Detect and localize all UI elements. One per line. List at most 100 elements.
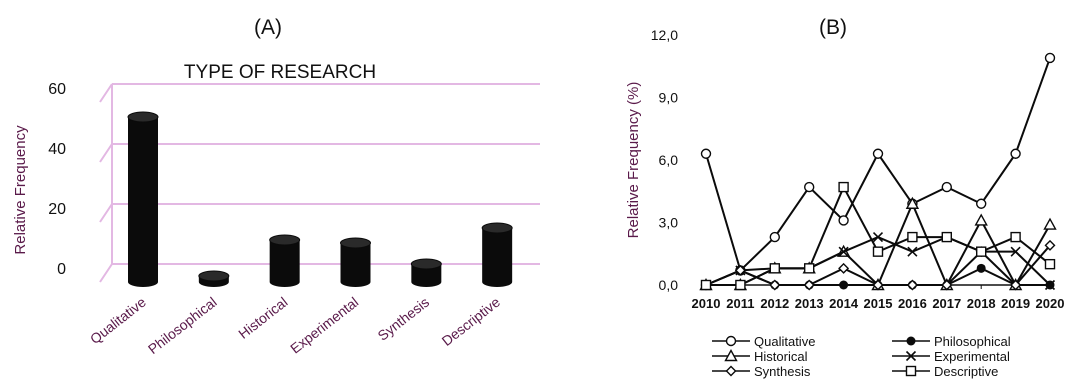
point-triangle (724, 349, 738, 362)
legend-label: Philosophical (934, 334, 1011, 349)
point-square (907, 231, 918, 243)
bar-body (482, 228, 513, 287)
bar-descriptive (481, 222, 513, 287)
legend-label: Synthesis (754, 364, 811, 379)
chart-a-title: TYPE OF RESEARCH (184, 62, 376, 83)
x-tick-label: 2012 (760, 296, 789, 311)
point-square (769, 263, 781, 274)
bar-top (410, 258, 442, 270)
point-diamond (734, 264, 746, 276)
bar-body (128, 117, 158, 287)
point-x (872, 232, 884, 243)
chart-a-y-axis-label: Relative Frequency (12, 125, 29, 255)
panel-b-label: (B) (819, 16, 847, 39)
point-circle-open (1010, 148, 1021, 159)
point-circle-filled (839, 280, 849, 290)
x-tick-label: 2014 (829, 296, 859, 311)
x-tick-label: Experimental (287, 294, 361, 357)
panel-a-label: (A) (254, 16, 282, 39)
y-tick-label: 0 (57, 261, 66, 278)
x-tick-label: 2011 (726, 296, 754, 311)
point-diamond (1044, 239, 1056, 251)
bar-body (340, 243, 371, 287)
legend-label: Qualitative (754, 334, 815, 349)
bar-synthesis (410, 258, 442, 287)
gridline-diagonal (99, 203, 113, 223)
point-diamond (769, 279, 781, 291)
y-tick-label: 0,0 (659, 277, 679, 293)
line-chart-relative-frequency: (B) Relative Frequency (%) 0,0 3,0 6,0 9,0 12,… (625, 16, 1065, 379)
series-line-qualitative (705, 57, 1051, 273)
bar-experimental (340, 237, 371, 287)
x-tick-label: 2017 (932, 296, 961, 311)
point-square (976, 246, 987, 257)
point-circle-open (1044, 52, 1056, 64)
bar-top (198, 270, 230, 282)
x-tick-label: 2019 (1001, 296, 1030, 311)
point-diamond (1010, 279, 1022, 291)
x-tick-label: Descriptive (439, 294, 504, 349)
legend-item-qualitative: Qualitative (712, 334, 815, 349)
point-circle-open (941, 181, 952, 193)
point-circle-open (804, 181, 815, 193)
x-tick-label: 2013 (795, 296, 824, 311)
point-diamond (725, 365, 737, 377)
gridline-diagonal (99, 83, 113, 103)
x-tick-label: Synthesis (374, 294, 432, 344)
point-triangle (1043, 217, 1057, 230)
x-tick-label: 2015 (864, 296, 893, 311)
legend-item-experimental: Experimental (892, 349, 1010, 364)
bar-top (340, 237, 371, 249)
gridline-diagonal (99, 263, 113, 283)
point-diamond (803, 279, 815, 291)
legend-label: Historical (754, 349, 808, 364)
point-circle-open (769, 231, 781, 243)
x-tick-label: 2016 (898, 296, 927, 311)
bar-body (411, 264, 442, 287)
bar-top (127, 111, 159, 123)
legend-item-synthesis: Synthesis (712, 364, 811, 379)
legend-item-descriptive: Descriptive (892, 364, 998, 379)
chart-b-y-axis-label: Relative Frequency (%) (625, 82, 642, 239)
y-tick-label: 60 (48, 81, 66, 98)
bar-philosophical (198, 270, 230, 287)
point-square (804, 263, 815, 274)
point-triangle (905, 196, 920, 209)
bar-top (481, 222, 513, 234)
point-circle-open (976, 198, 987, 209)
legend-label: Experimental (934, 349, 1010, 364)
point-square (838, 181, 849, 193)
point-square (735, 279, 746, 291)
x-tick-label: 2010 (692, 296, 721, 311)
x-tick-label: 2020 (1036, 296, 1065, 311)
bar-qualitative (127, 111, 159, 287)
bar-top (269, 234, 301, 246)
point-square (941, 231, 952, 243)
legend-item-historical: Historical (712, 349, 808, 364)
y-tick-label: 6,0 (659, 152, 679, 168)
point-diamond (872, 279, 884, 291)
point-square (872, 246, 884, 257)
series-descriptive (700, 181, 1056, 291)
legend-item-philosophical: Philosophical (892, 334, 1011, 349)
point-square (905, 365, 917, 377)
point-triangle (974, 213, 988, 226)
point-circle-open (725, 335, 737, 347)
y-tick-label: 3,0 (659, 215, 679, 231)
point-square (1010, 231, 1021, 243)
legend-label: Descriptive (934, 364, 998, 379)
x-tick-label: Philosophical (145, 294, 220, 357)
y-tick-label: 20 (48, 201, 66, 218)
point-x (1044, 279, 1056, 291)
y-tick-label: 9,0 (659, 90, 679, 106)
point-x (907, 246, 918, 257)
point-circle-open (872, 148, 884, 159)
point-x (1010, 246, 1021, 257)
y-tick-label: 40 (48, 141, 66, 158)
bar-chart-type-of-research: (A) TYPE OF RESEARCH Relative Frequency 0 20… (12, 16, 540, 357)
x-tick-label: Qualitative (87, 294, 149, 347)
point-x (838, 246, 849, 257)
series-qualitative (700, 52, 1056, 276)
point-x (905, 350, 917, 362)
bar-body (269, 240, 300, 287)
